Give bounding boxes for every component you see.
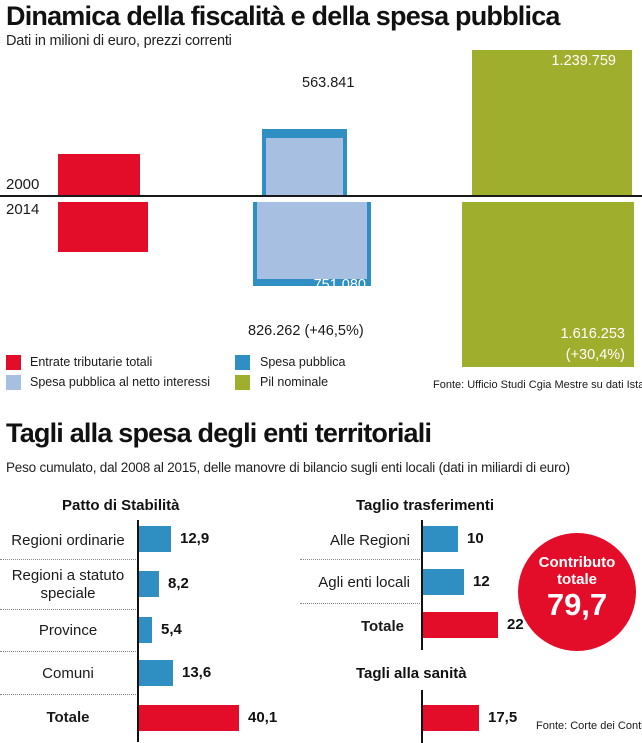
- chart2-title: Tagli alla spesa degli enti territoriali: [6, 418, 432, 448]
- bar-pil-2000: [472, 50, 632, 195]
- sanita-axis: [421, 690, 423, 743]
- chart1-subtitle: Dati in milioni di euro, prezzi correnti: [6, 33, 232, 49]
- patto-value-comuni: 13,6: [182, 664, 212, 681]
- contributo-value: 79,7: [546, 587, 608, 622]
- label-spesa-2000: 563.841: [302, 75, 355, 91]
- separator: [300, 603, 420, 604]
- trasf-value-totale: 22: [507, 616, 524, 633]
- patto-bar-totale: [139, 705, 239, 731]
- bar-entrate-2014: [58, 202, 148, 252]
- separator: [300, 559, 420, 560]
- trasf-value-enti-locali: 12: [473, 573, 490, 590]
- separator: [0, 609, 136, 610]
- label-entrate-2014-pct: (+38,6%): [85, 271, 145, 287]
- trasf-value-regioni: 10: [467, 530, 484, 547]
- patto-value-totale: 40,1: [248, 709, 278, 726]
- patto-bar-regioni-ordinarie: [139, 526, 171, 552]
- legend-swatch-spesa-netto: [6, 375, 21, 390]
- legend-label-pil: Pil nominale: [260, 375, 329, 389]
- label-pil-2014-pct: (+30,4%): [565, 347, 625, 363]
- sanita-value: 17,5: [488, 709, 518, 726]
- separator: [0, 694, 136, 695]
- trasf-bar-regioni: [423, 526, 458, 552]
- patto-label-regioni-statuto: Regioni a statuto speciale: [11, 567, 125, 602]
- patto-header: Patto di Stabilità: [62, 497, 180, 514]
- label-netto-2014-pct: (+53,9%): [306, 297, 366, 313]
- patto-label-comuni: Comuni: [42, 665, 94, 682]
- separator: [0, 559, 136, 560]
- trasferimenti-header: Taglio trasferimenti: [356, 497, 495, 514]
- bar-pil-2014: [462, 202, 634, 367]
- patto-label-province: Province: [38, 622, 98, 639]
- chart2-source: Fonte: Corte dei Conti: [536, 720, 642, 732]
- patto-value-province: 5,4: [161, 621, 182, 638]
- legend-label-entrate: Entrate tributarie totali: [30, 355, 153, 369]
- patto-value-regioni-statuto: 8,2: [168, 575, 189, 592]
- label-spesa-2014: 826.262 (+46,5%): [248, 323, 364, 339]
- chart2-subtitle: Peso cumulato, dal 2008 al 2015, delle m…: [6, 460, 570, 475]
- contributo-line1: Contributo: [538, 554, 616, 571]
- patto-value-regioni-ordinarie: 12,9: [180, 530, 210, 547]
- patto-label-regioni-ordinarie: Regioni ordinarie: [11, 532, 125, 549]
- year-2000-label: 2000: [6, 176, 40, 193]
- label-pil-2014: 1.616.253: [560, 326, 625, 342]
- trasf-bar-enti-locali: [423, 569, 464, 595]
- label-netto-2014: 751.080: [313, 277, 366, 293]
- trasf-label-enti-locali: Agli enti locali: [318, 574, 410, 591]
- contributo-totale-badge: Contributo totale 79,7: [518, 533, 636, 651]
- separator: [0, 651, 136, 652]
- chart1-baseline: [0, 195, 642, 197]
- label-entrate-2014: 485.837: [92, 250, 145, 266]
- patto-label-totale: Totale: [46, 709, 90, 726]
- chart1-source: Fonte: Ufficio Studi Cgia Mestre su dati…: [433, 379, 642, 391]
- trasf-label-totale: Totale: [360, 618, 404, 635]
- bar-spesa-netto-2000: [266, 138, 343, 195]
- patto-bar-province: [139, 617, 152, 643]
- year-2014-label: 2014: [6, 201, 40, 218]
- bar-entrate-2000: [58, 154, 140, 195]
- trasf-label-regioni: Alle Regioni: [329, 532, 410, 549]
- trasf-axis: [421, 520, 423, 650]
- bar-spesa-netto-2014: [257, 202, 367, 279]
- contributo-line2: totale: [556, 571, 597, 588]
- legend-swatch-spesa: [235, 355, 250, 370]
- legend-label-spesa: Spesa pubblica: [260, 355, 346, 369]
- legend-swatch-entrate: [6, 355, 21, 370]
- legend-swatch-pil: [235, 375, 250, 390]
- sanita-bar: [423, 705, 479, 731]
- chart1-title: Dinamica della fiscalità e della spesa p…: [6, 1, 560, 31]
- trasf-bar-totale: [423, 612, 498, 638]
- patto-axis: [137, 520, 139, 742]
- sanita-header: Tagli alla sanità: [356, 665, 467, 682]
- label-netto-2000: 487.877: [291, 105, 344, 121]
- label-entrate-2000: 350.475: [83, 118, 136, 134]
- patto-bar-regioni-statuto: [139, 571, 159, 597]
- legend-label-spesa-netto: Spesa pubblica al netto interessi: [30, 375, 210, 389]
- label-pil-2000: 1.239.759: [551, 53, 616, 69]
- patto-bar-comuni: [139, 660, 173, 686]
